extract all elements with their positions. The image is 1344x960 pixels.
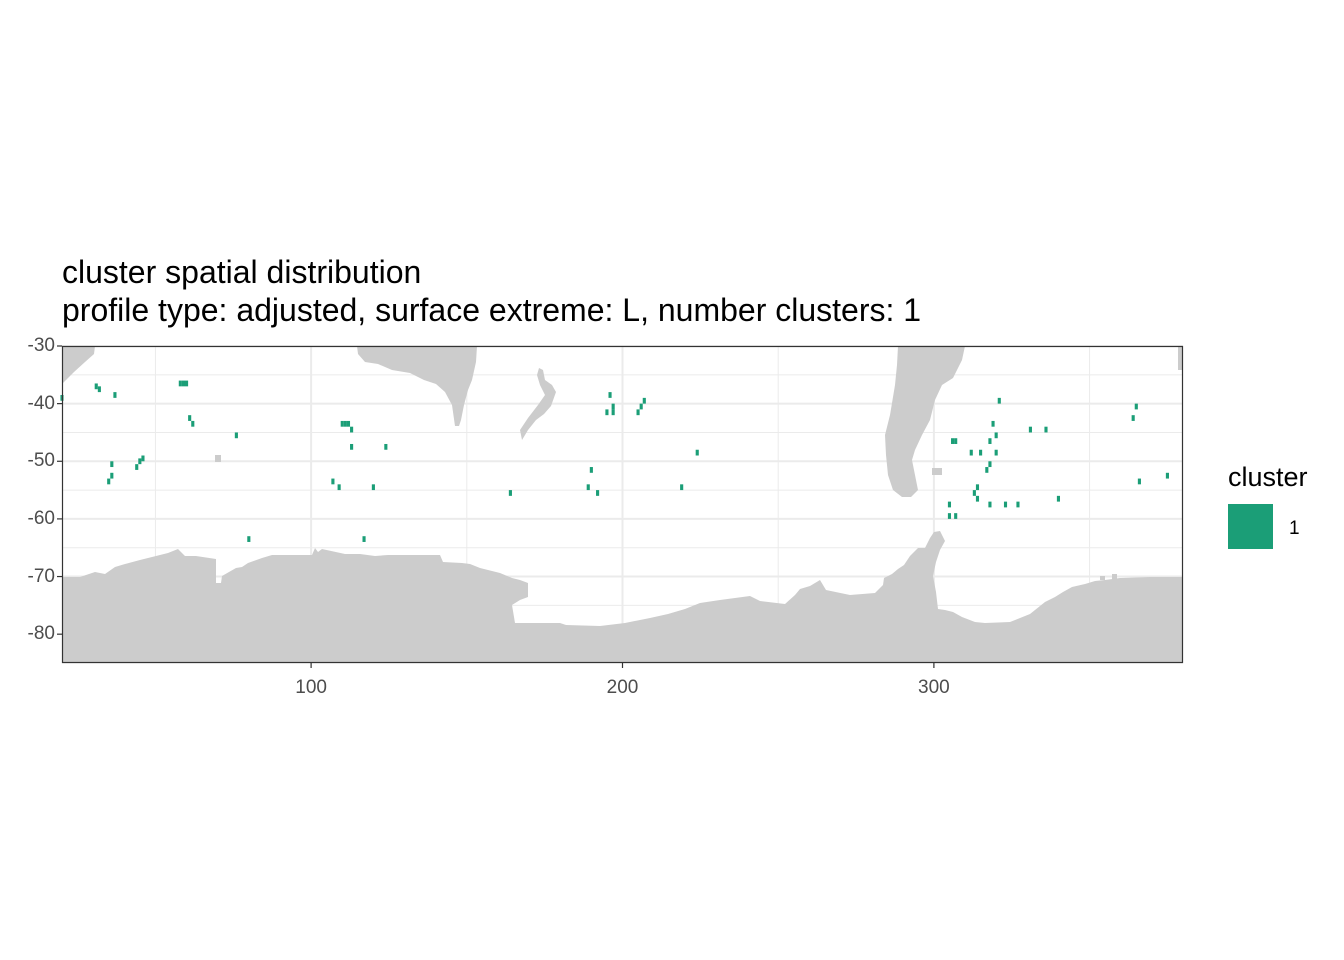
cluster-cell [994,449,998,456]
cluster-cell [1016,501,1020,508]
y-tick-label: -40 [27,392,55,414]
cluster-cell [611,409,615,416]
cluster-cell [508,490,512,496]
y-tick-label: -70 [27,565,55,587]
cluster-cell [384,443,388,450]
cluster-cell [954,513,958,519]
land-australia [357,346,477,426]
panel-border [61,345,1184,664]
cluster-cell [947,501,952,508]
cluster-cell [975,484,980,491]
cluster-cell [340,420,344,427]
cluster-cell [350,426,354,433]
cluster-cell [997,397,1001,404]
cluster-cell [178,380,182,387]
cluster-cell [141,455,145,462]
cluster-cell [985,467,989,473]
cluster-cell [975,495,980,502]
y-axis-ticks [57,345,62,635]
cluster-cell [589,467,593,473]
cluster-cell [680,484,684,491]
y-tick-label: -80 [27,623,55,645]
cluster-cell [135,464,139,470]
cluster-cell [188,415,192,421]
cluster-cell [639,403,643,410]
cluster-cell [1028,426,1032,433]
cluster-cell [605,409,609,416]
cluster-cell [1056,495,1061,502]
legend-label-cluster-1: 1 [1289,518,1300,539]
legend-title: cluster [1228,462,1308,492]
cluster-cell [371,484,375,491]
land-africa [62,346,95,384]
cluster-cell [362,536,366,542]
land-south-america [885,346,965,497]
cluster-cell [979,449,983,456]
x-tick-label: 200 [606,677,639,698]
cluster-cell [642,397,646,404]
cluster-cell [611,403,615,410]
cluster-cell [1165,472,1169,479]
cluster-cell [954,438,958,444]
cluster-cell [636,409,640,416]
land-island [1100,576,1105,580]
cluster-cell [596,490,600,496]
y-tick-label: -60 [27,507,55,529]
cluster-cell [247,536,251,542]
cluster-cell [991,420,995,427]
x-tick-label: 100 [295,677,327,698]
cluster-cell [695,449,699,456]
cluster-cell [586,484,590,491]
cluster-cell [110,472,114,479]
cluster-cell [350,443,354,450]
cluster-cell [947,513,952,519]
cluster-cell [1137,478,1141,485]
cluster-cell [331,478,335,485]
x-tick-label: 300 [918,677,950,698]
chart-subtitle: profile type: adjusted, surface extreme:… [62,292,922,328]
cluster-cell [994,432,998,439]
cluster-cell [343,420,347,427]
cluster-cell [346,420,351,427]
cluster-cell [969,449,973,456]
land-island [932,468,942,475]
cluster-cell [988,461,992,468]
cluster-cell [107,478,111,485]
cluster-cell [951,438,955,444]
cluster-cell [608,392,612,398]
land-mask [62,346,1183,663]
cluster-cell [972,490,976,496]
cluster-cell [191,420,195,427]
land-new-zealand [520,368,556,440]
cluster-cell [138,458,142,465]
x-axis-ticks [310,663,935,668]
cluster-cell [1003,501,1008,508]
land-antarctica [62,531,1183,663]
cluster-cell [1131,415,1135,421]
land-island [1178,346,1183,370]
cluster-cell [97,386,101,393]
y-tick-label: -30 [27,335,55,356]
cluster-cell [988,438,992,444]
cluster-cell [94,383,98,390]
chart-title: cluster spatial distribution [62,254,422,290]
cluster-cell [110,461,114,468]
cluster-cell [1044,426,1048,433]
y-tick-label: -50 [27,450,55,472]
cluster-cell [181,380,185,387]
cluster-cell [337,484,341,491]
cluster-cell [234,432,238,439]
cluster-cell [988,501,992,508]
cluster-cells [60,380,1169,542]
cluster-cell [184,380,189,387]
legend-key-cluster-1 [1228,504,1273,549]
land-island [1112,574,1117,580]
land-island [215,455,221,462]
cluster-cell [1134,403,1138,410]
cluster-cell [113,392,117,398]
